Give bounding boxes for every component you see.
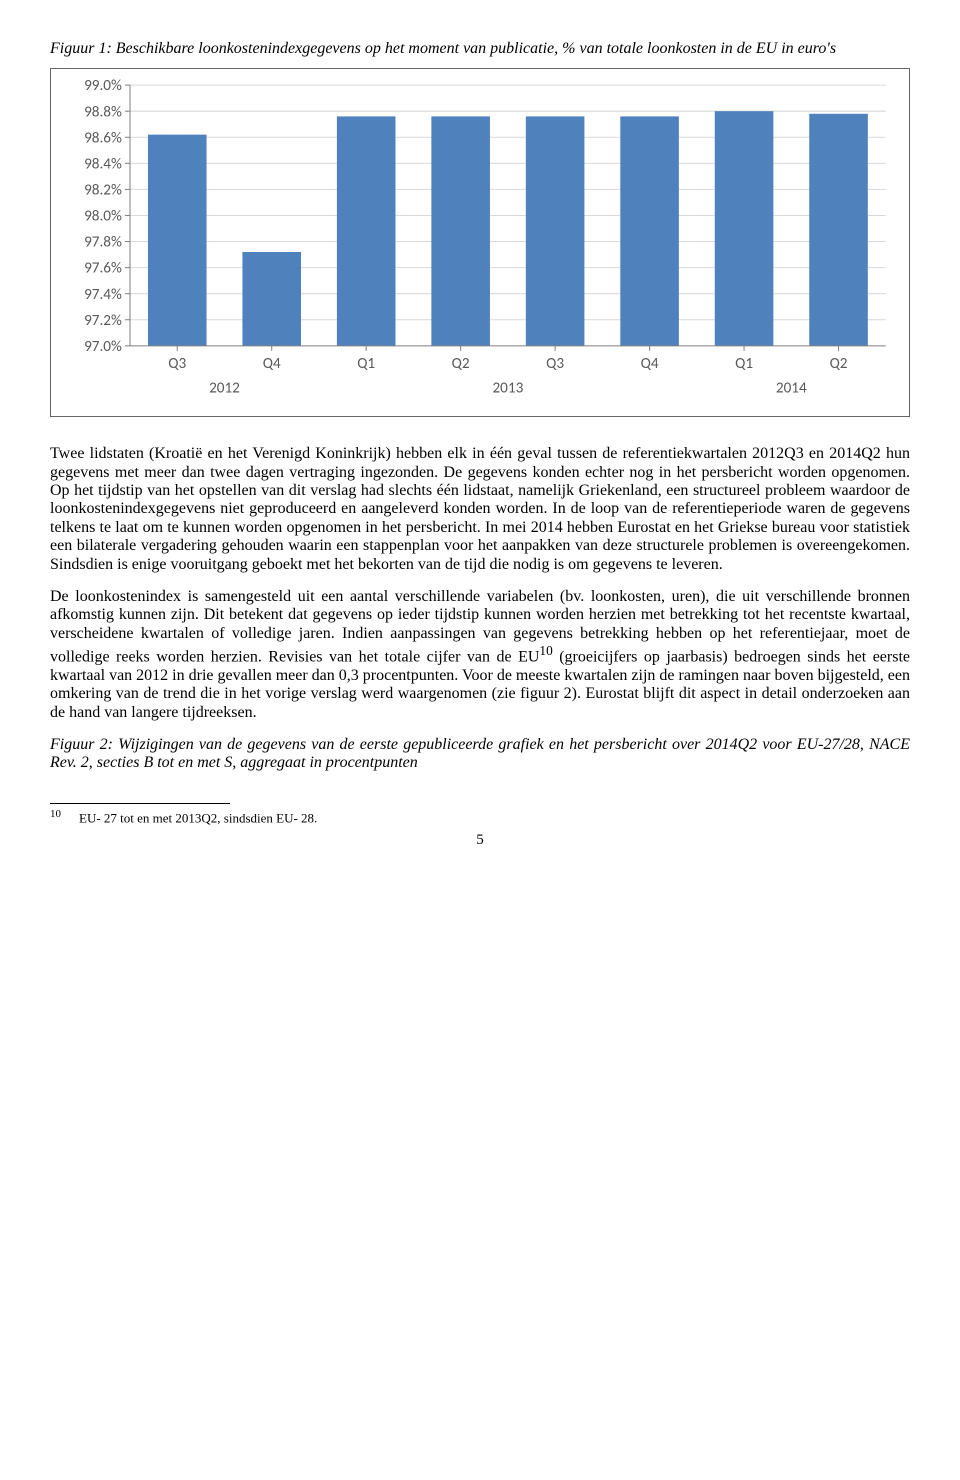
- footnote-separator: [50, 803, 230, 804]
- svg-text:97.2%: 97.2%: [84, 312, 122, 330]
- figure2-caption: Figuur 2: Wijzigingen van de gegevens va…: [50, 736, 910, 773]
- svg-text:Q1: Q1: [357, 356, 375, 374]
- svg-text:97.0%: 97.0%: [84, 338, 122, 356]
- svg-text:Q4: Q4: [641, 356, 659, 374]
- svg-text:Q3: Q3: [546, 356, 564, 374]
- svg-text:98.0%: 98.0%: [84, 208, 122, 226]
- svg-text:Q3: Q3: [168, 356, 186, 374]
- svg-text:97.4%: 97.4%: [84, 286, 122, 304]
- svg-text:2013: 2013: [492, 380, 523, 398]
- svg-text:Q2: Q2: [830, 356, 848, 374]
- svg-text:Q2: Q2: [452, 356, 470, 374]
- footnote-number: 10: [50, 808, 61, 820]
- svg-text:98.2%: 98.2%: [84, 182, 122, 200]
- svg-text:2014: 2014: [776, 380, 807, 398]
- page-number: 5: [50, 832, 910, 849]
- footnote-ref-10: 10: [539, 643, 552, 658]
- figure1-chart: 97.0% 97.2% 97.4% 97.6% 97.8% 98.0% 98.2% 98.4%…: [50, 68, 910, 417]
- svg-text:98.4%: 98.4%: [84, 156, 122, 174]
- svg-text:Q4: Q4: [263, 356, 281, 374]
- paragraph-1: Twee lidstaten (Kroatië en het Verenigd …: [50, 445, 910, 574]
- svg-text:Q1: Q1: [735, 356, 753, 374]
- paragraph-2: De loonkostenindex is samengesteld uit e…: [50, 588, 910, 722]
- svg-text:98.8%: 98.8%: [84, 104, 122, 122]
- svg-text:99.0%: 99.0%: [84, 78, 122, 96]
- svg-text:97.8%: 97.8%: [84, 234, 122, 252]
- footnote-10: 10 EU- 27 tot en met 2013Q2, sindsdien EU…: [50, 808, 910, 826]
- footnote-text: EU- 27 tot en met 2013Q2, sindsdien EU- …: [79, 810, 317, 825]
- svg-text:97.6%: 97.6%: [84, 260, 122, 278]
- svg-text:98.6%: 98.6%: [84, 130, 122, 148]
- svg-text:2012: 2012: [209, 380, 240, 398]
- figure1-caption: Figuur 1: Beschikbare loonkostenindexgeg…: [50, 40, 910, 58]
